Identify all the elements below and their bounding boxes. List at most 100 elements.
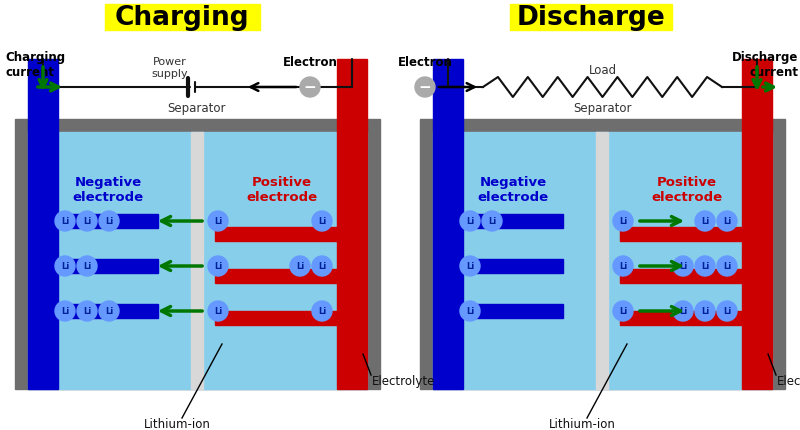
Text: Electrolyte: Electrolyte (777, 375, 800, 387)
Text: Power
supply: Power supply (152, 57, 188, 79)
Bar (215, 227, 337, 241)
Bar (620, 269, 742, 283)
Circle shape (613, 301, 633, 321)
Text: Separator: Separator (168, 102, 226, 115)
Text: Load: Load (589, 64, 617, 77)
Text: Li: Li (61, 217, 69, 226)
Text: Li: Li (466, 217, 474, 226)
Text: Negative
electrode: Negative electrode (478, 175, 549, 203)
Text: Li: Li (619, 217, 627, 226)
Bar (28, 60, 58, 389)
Bar (620, 227, 742, 241)
Text: Li: Li (488, 217, 496, 226)
Circle shape (460, 256, 480, 276)
Circle shape (312, 301, 332, 321)
Text: Li: Li (723, 262, 731, 271)
Circle shape (482, 212, 502, 231)
Bar (433, 60, 463, 389)
Circle shape (717, 256, 737, 276)
Text: Li: Li (701, 217, 709, 226)
Bar (105, 5, 260, 31)
Circle shape (613, 212, 633, 231)
Bar (463, 304, 563, 318)
Text: Li: Li (214, 307, 222, 316)
Circle shape (55, 301, 75, 321)
Circle shape (208, 212, 228, 231)
Circle shape (77, 256, 97, 276)
Text: Li: Li (619, 307, 627, 316)
Text: Charging: Charging (114, 5, 250, 31)
Circle shape (673, 256, 693, 276)
Circle shape (460, 212, 480, 231)
Text: Li: Li (723, 217, 731, 226)
Bar (15, 120, 380, 389)
Bar (191, 133, 203, 389)
Text: Discharge
current: Discharge current (732, 51, 798, 79)
Text: −: − (304, 80, 316, 95)
Text: Li: Li (296, 262, 304, 271)
Circle shape (290, 256, 310, 276)
Bar (215, 269, 337, 283)
Text: Li: Li (83, 217, 91, 226)
Text: Li: Li (214, 217, 222, 226)
Text: Li: Li (318, 217, 326, 226)
Bar (510, 5, 672, 31)
Text: Li: Li (318, 262, 326, 271)
Bar (433, 133, 772, 389)
Bar (58, 215, 158, 228)
Bar (28, 133, 367, 389)
Bar (463, 259, 563, 273)
Text: Li: Li (701, 307, 709, 316)
Circle shape (312, 212, 332, 231)
Text: Li: Li (318, 307, 326, 316)
Text: Negative
electrode: Negative electrode (73, 175, 143, 203)
Circle shape (208, 256, 228, 276)
Text: Li: Li (83, 307, 91, 316)
Text: Li: Li (466, 262, 474, 271)
Circle shape (208, 301, 228, 321)
Circle shape (415, 78, 435, 98)
Text: Discharge: Discharge (517, 5, 666, 31)
Text: Positive
electrode: Positive electrode (246, 175, 318, 203)
Text: Lithium-ion: Lithium-ion (143, 418, 210, 430)
Text: Positive
electrode: Positive electrode (651, 175, 722, 203)
Circle shape (312, 256, 332, 276)
Circle shape (613, 256, 633, 276)
Text: Li: Li (466, 307, 474, 316)
Text: Li: Li (61, 262, 69, 271)
Text: Li: Li (105, 217, 113, 226)
Bar (215, 311, 337, 325)
Text: Li: Li (619, 262, 627, 271)
Circle shape (673, 301, 693, 321)
Circle shape (77, 301, 97, 321)
Bar (742, 60, 772, 389)
Text: Li: Li (214, 262, 222, 271)
Circle shape (695, 212, 715, 231)
Circle shape (99, 212, 119, 231)
Circle shape (77, 212, 97, 231)
Text: Separator: Separator (573, 102, 631, 115)
Circle shape (99, 301, 119, 321)
Text: Charging
current: Charging current (5, 51, 65, 79)
Circle shape (695, 301, 715, 321)
Circle shape (55, 256, 75, 276)
Circle shape (695, 256, 715, 276)
Text: Li: Li (83, 262, 91, 271)
Bar (58, 304, 158, 318)
Text: Electron: Electron (282, 56, 338, 69)
Text: Li: Li (679, 262, 687, 271)
Circle shape (717, 301, 737, 321)
Bar (620, 311, 742, 325)
Bar (420, 120, 785, 389)
Text: Electrolyte: Electrolyte (372, 375, 435, 387)
Bar (596, 133, 608, 389)
Text: Li: Li (679, 307, 687, 316)
Text: Electron: Electron (398, 56, 453, 69)
Circle shape (717, 212, 737, 231)
Circle shape (55, 212, 75, 231)
Bar (463, 215, 563, 228)
Circle shape (460, 301, 480, 321)
Text: Li: Li (701, 262, 709, 271)
Bar (58, 259, 158, 273)
Bar (337, 60, 367, 389)
